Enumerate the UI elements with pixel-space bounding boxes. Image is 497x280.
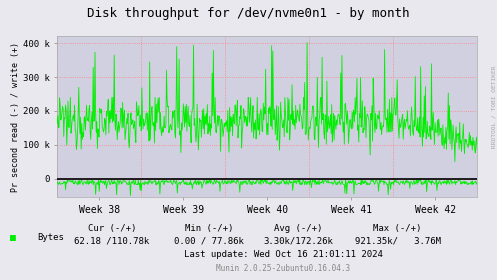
Text: 3.30k/172.26k: 3.30k/172.26k [263,236,333,245]
Text: Avg (-/+): Avg (-/+) [274,224,323,233]
Text: Cur (-/+): Cur (-/+) [87,224,136,233]
Text: Bytes: Bytes [37,234,64,242]
Text: Max (-/+): Max (-/+) [373,224,422,233]
Text: Min (-/+): Min (-/+) [184,224,233,233]
Text: ■: ■ [10,233,16,243]
Text: 0.00 / 77.86k: 0.00 / 77.86k [174,236,244,245]
Text: Disk throughput for /dev/nvme0n1 - by month: Disk throughput for /dev/nvme0n1 - by mo… [87,7,410,20]
Text: 921.35k/   3.76M: 921.35k/ 3.76M [354,236,441,245]
Text: Munin 2.0.25-2ubuntu0.16.04.3: Munin 2.0.25-2ubuntu0.16.04.3 [216,264,350,273]
Text: RRDTOOL / TOBI OETIKER: RRDTOOL / TOBI OETIKER [491,65,496,148]
Text: 62.18 /110.78k: 62.18 /110.78k [74,236,150,245]
Y-axis label: Pr second read (-) / write (+): Pr second read (-) / write (+) [11,42,20,192]
Text: Last update: Wed Oct 16 21:01:11 2024: Last update: Wed Oct 16 21:01:11 2024 [184,250,383,259]
